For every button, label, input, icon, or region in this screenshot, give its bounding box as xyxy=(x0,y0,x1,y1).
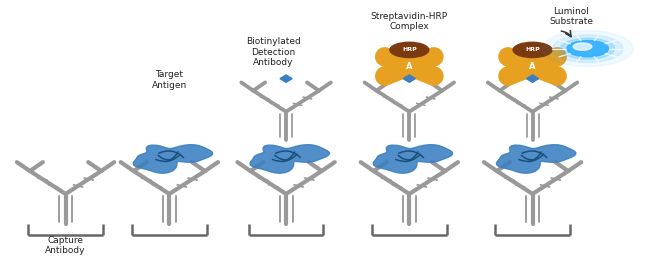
Polygon shape xyxy=(280,75,292,82)
Text: Streptavidin-HRP
Complex: Streptavidin-HRP Complex xyxy=(370,12,448,31)
Polygon shape xyxy=(526,75,539,82)
Polygon shape xyxy=(250,145,330,173)
Text: Capture
Antibody: Capture Antibody xyxy=(46,236,86,255)
Circle shape xyxy=(513,42,552,57)
Text: HRP: HRP xyxy=(402,47,417,53)
Circle shape xyxy=(542,31,633,67)
Polygon shape xyxy=(373,145,452,173)
Circle shape xyxy=(561,38,615,59)
Circle shape xyxy=(567,41,608,57)
Circle shape xyxy=(573,43,592,50)
Text: A: A xyxy=(406,62,413,71)
Text: Target
Antigen: Target Antigen xyxy=(151,70,187,90)
Circle shape xyxy=(390,42,429,57)
Text: Luminol
Substrate: Luminol Substrate xyxy=(549,7,593,26)
Text: HRP: HRP xyxy=(525,47,540,53)
Polygon shape xyxy=(133,145,213,173)
Circle shape xyxy=(552,35,623,62)
Polygon shape xyxy=(403,75,415,82)
Polygon shape xyxy=(497,145,576,173)
Text: Biotinylated
Detection
Antibody: Biotinylated Detection Antibody xyxy=(246,37,300,67)
Text: A: A xyxy=(529,62,536,71)
